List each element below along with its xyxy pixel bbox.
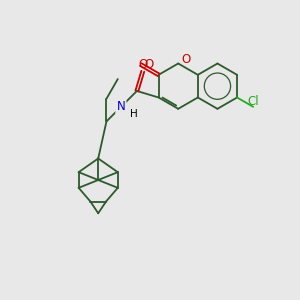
Text: O: O: [182, 53, 191, 66]
Text: N: N: [116, 100, 125, 113]
Text: O: O: [144, 58, 154, 71]
Text: Cl: Cl: [247, 95, 259, 108]
Text: H: H: [130, 109, 138, 119]
Text: O: O: [138, 58, 147, 70]
